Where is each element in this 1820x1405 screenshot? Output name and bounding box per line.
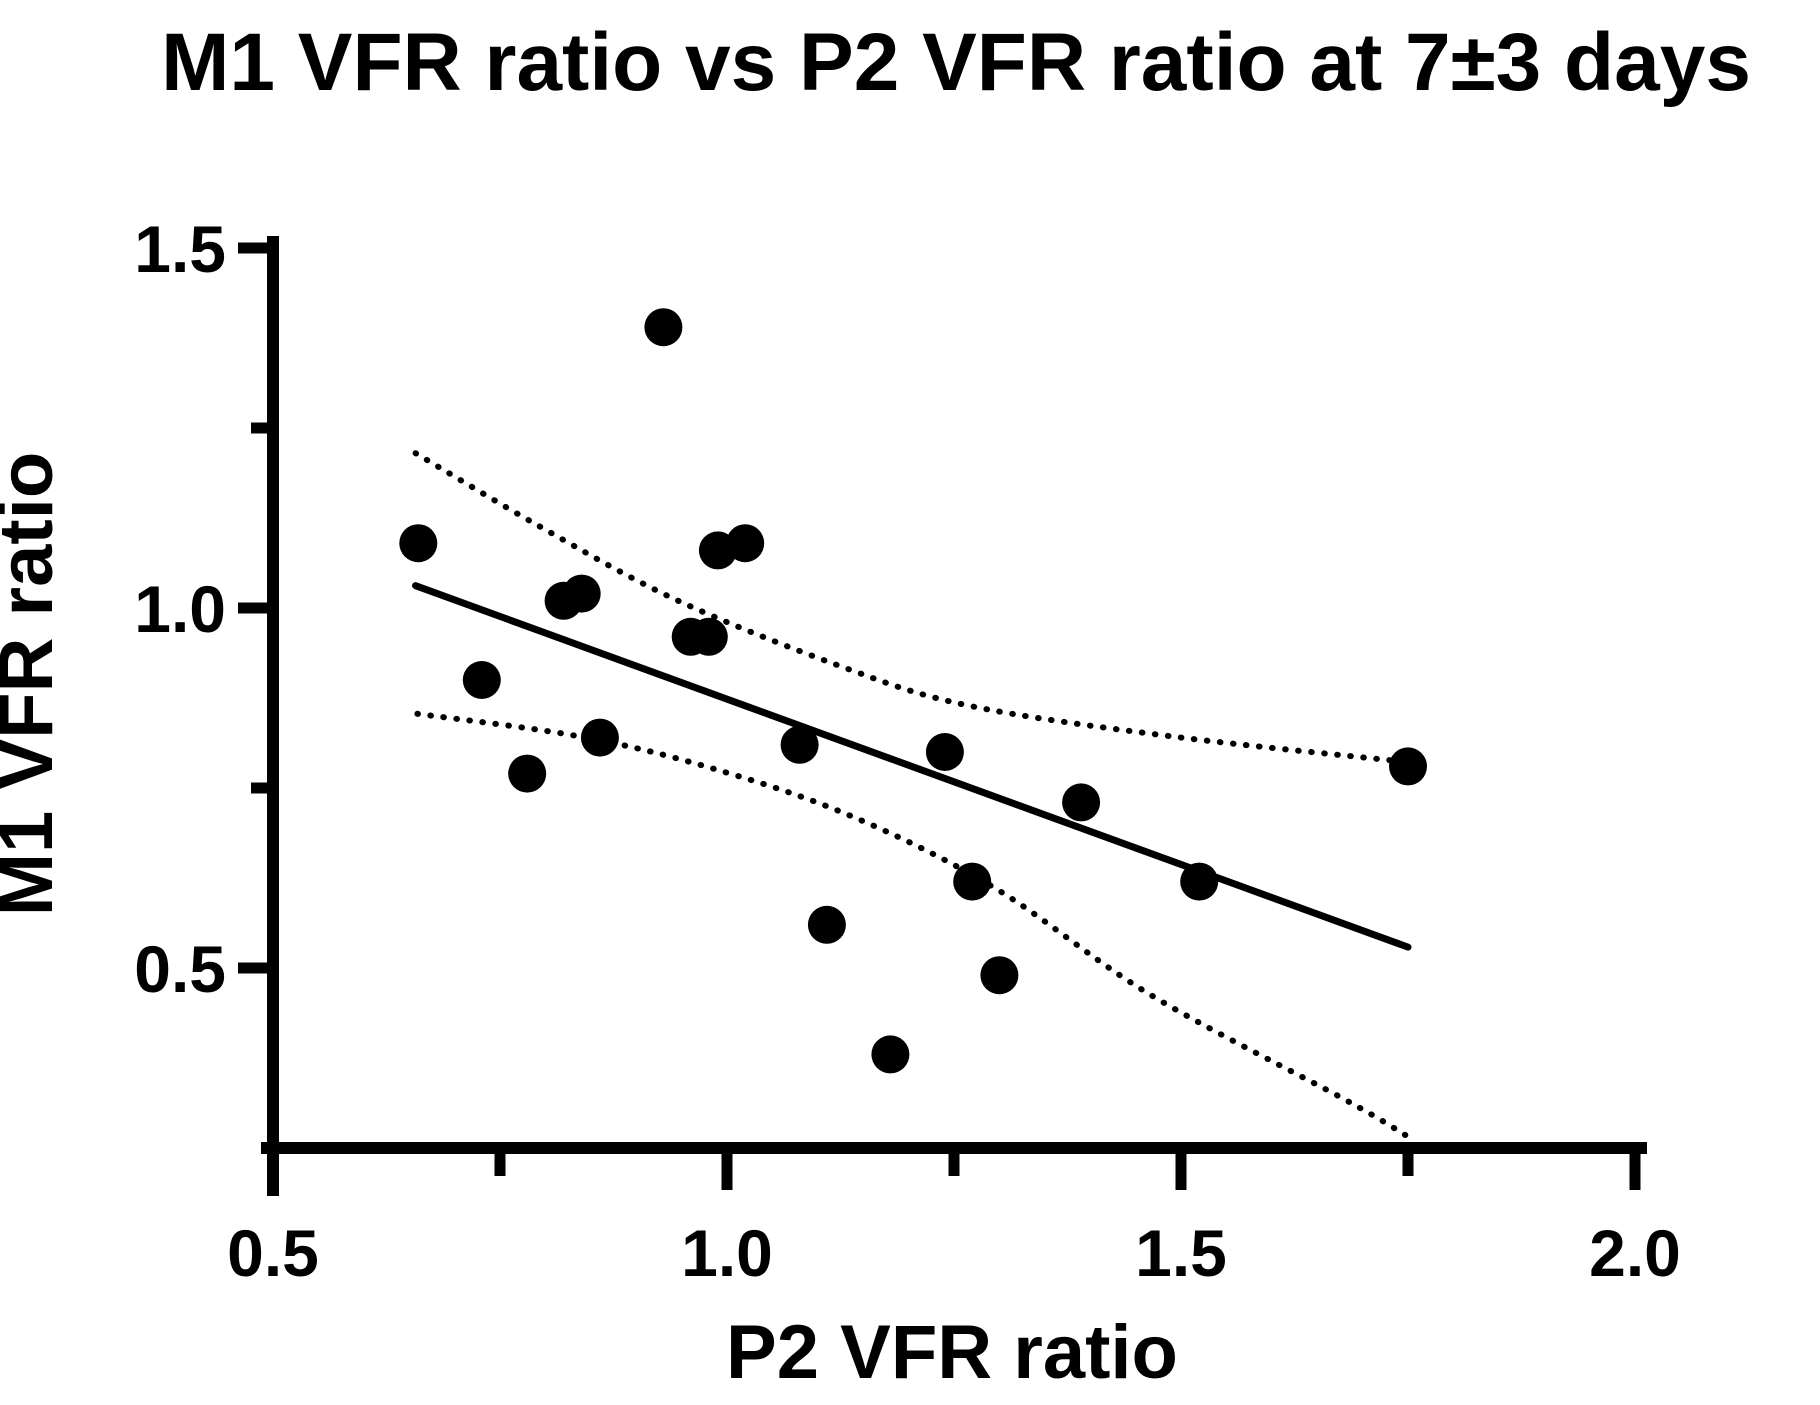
data-point [953,862,992,901]
ci-lower-curve [414,710,1409,1138]
data-point [508,754,547,793]
y-tick-label: 1.5 [134,212,226,286]
ci-upper-curve [412,450,1411,766]
data-point [726,524,765,563]
data-point [399,524,438,563]
axis-ticks [238,242,1641,1190]
data-point [1180,862,1219,901]
y-tick-label: 0.5 [134,932,226,1006]
scatter-points [399,308,1427,1074]
data-point [580,718,619,757]
x-axis-label: P2 VFR ratio [726,1310,1178,1395]
y-axis-label: M1 VFR ratio [0,452,69,917]
y-tick-labels: 0.5 1.0 1.5 [134,212,226,1006]
data-point [689,617,728,656]
chart-title: M1 VFR ratio vs P2 VFR ratio at 7±3 days [161,17,1751,108]
data-point [644,308,683,347]
x-tick-label: 2.0 [1589,1216,1681,1290]
data-point [807,905,846,944]
data-point [780,725,819,764]
x-tick-label: 0.5 [227,1216,319,1290]
x-tick-labels: 0.5 1.0 1.5 2.0 [227,1216,1681,1290]
data-point [1062,783,1101,822]
data-point [980,956,1019,995]
data-point [1389,747,1427,786]
x-tick-label: 1.0 [681,1216,773,1290]
x-tick-label: 1.5 [1135,1216,1227,1290]
y-tick-label: 1.0 [134,572,226,646]
regression-line [412,582,1412,951]
data-point [562,574,601,613]
data-point [462,661,501,699]
data-point [871,1035,910,1074]
data-point [925,733,964,771]
